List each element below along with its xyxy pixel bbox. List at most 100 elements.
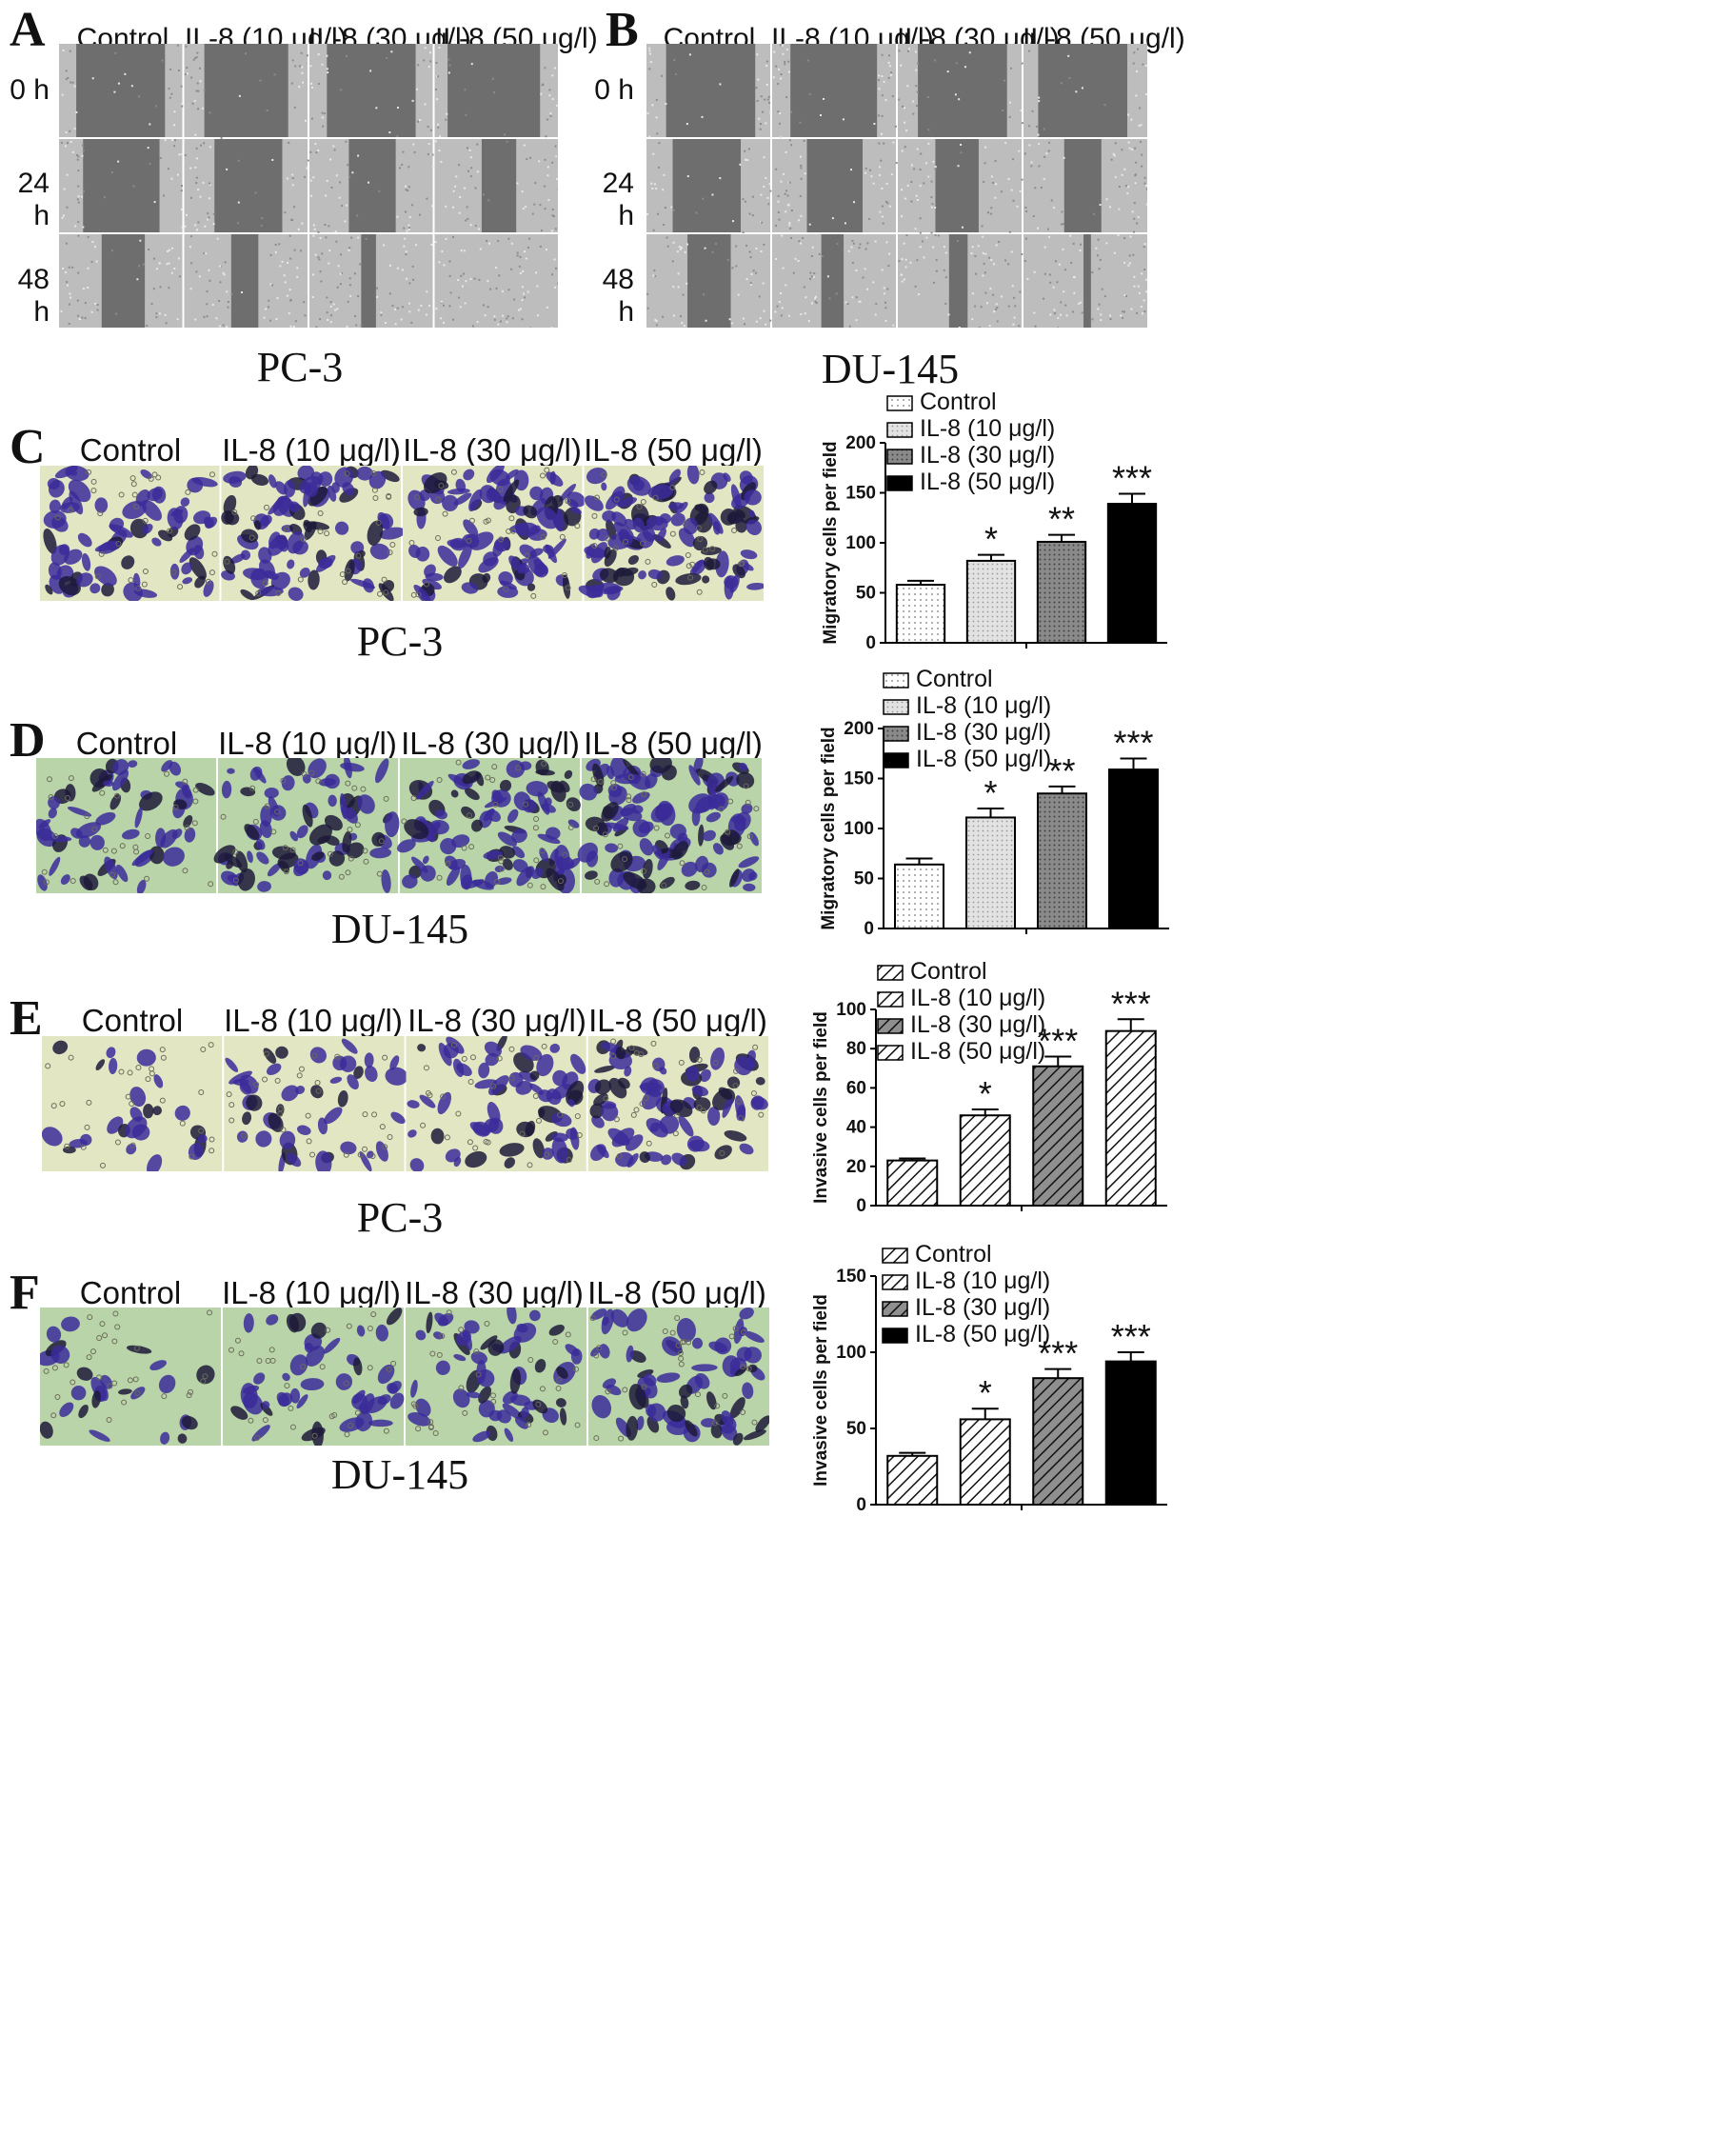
y-axis-label: Invasive cells per field [811, 1011, 831, 1204]
panel-d-image-3 [577, 754, 762, 895]
panel-a-scratch-cell-24h-2 [309, 139, 434, 233]
panel-a-scratch-cell-24h-1 [184, 139, 309, 232]
panel-c-header-il8-30: IL-8 (30 μg/l) [403, 432, 582, 468]
panel-e-header-il8-10: IL-8 (10 μg/l) [224, 1003, 403, 1038]
panel-a-scratch-cell-48h-2 [309, 234, 433, 329]
panel-b-scratch-cell-48h-3 [1023, 234, 1149, 329]
panel-a-scratch-cell-0h-0 [59, 44, 184, 137]
panel-e-header-control: Control [81, 1003, 184, 1038]
panel-b-scratch-cell-0h-1 [772, 44, 897, 139]
bar-1 [959, 1114, 1011, 1208]
bar-0 [886, 1159, 939, 1207]
legend-label-2: IL-8 (30 μg/l) [920, 442, 1055, 469]
y-tick-label-150: 150 [836, 1267, 866, 1287]
error-bar-3 [1119, 492, 1145, 505]
panel-b-scratch-cell-48h-0 [646, 234, 772, 328]
panel-f-image-1 [223, 1308, 405, 1448]
panel-b-label: B [606, 3, 639, 57]
y-tick-label-20: 20 [846, 1157, 866, 1177]
legend-swatch-2 [882, 1301, 908, 1317]
panel-b-scratch-cell-0h-0 [646, 44, 772, 138]
error-bar-0 [899, 1451, 926, 1456]
legend-label-1: IL-8 (10 μg/l) [920, 415, 1055, 442]
panel-a-scratch-cell-0h-2 [309, 44, 433, 137]
panel-f-header-il8-50: IL-8 (50 μg/l) [587, 1275, 766, 1310]
bar-0 [895, 584, 946, 645]
panel-c-image-2 [403, 463, 586, 603]
panel-a-scratch-cell-24h-3 [434, 139, 560, 232]
y-tick-label-50: 50 [846, 1419, 866, 1439]
panel-b-scratch-cell-0h-2 [898, 44, 1023, 137]
legend-label-2: IL-8 (30 μg/l) [916, 719, 1051, 746]
error-bar-0 [905, 857, 933, 865]
panel-a-scratch-cell-0h-3 [434, 44, 559, 138]
panel-a-cell-line: PC-3 [256, 344, 344, 390]
significance-1: * [979, 1373, 992, 1412]
panel-d-header-il8-30: IL-8 (30 μg/l) [401, 726, 580, 761]
panel-b-scratch-cell-48h-2 [898, 234, 1023, 329]
panel-f-image-3 [588, 1307, 771, 1446]
panel-e-image-0 [41, 1036, 223, 1176]
y-tick-label-80: 80 [846, 1039, 866, 1059]
y-tick-label-150: 150 [844, 769, 874, 789]
bar-2 [1037, 792, 1087, 929]
error-bar-2 [1048, 533, 1075, 542]
panel-f-cell-line: DU-145 [330, 1451, 469, 1498]
panel-e-image-2 [406, 1034, 586, 1173]
legend-label-0: Control [910, 960, 987, 985]
panel-b-scratch-grid [646, 44, 1149, 329]
legend-swatch-3 [877, 1045, 904, 1061]
panel-a-scratch-cell-0h-1 [184, 44, 308, 139]
error-bar-2 [1048, 785, 1076, 794]
bar-1 [959, 1418, 1011, 1506]
panel-b-scratch-cell-24h-0 [646, 139, 772, 234]
legend-label-3: IL-8 (50 μg/l) [916, 746, 1051, 772]
error-bar-1 [977, 808, 1004, 818]
legend-label-2: IL-8 (30 μg/l) [910, 1011, 1045, 1038]
bar-2 [1032, 1377, 1084, 1506]
legend-swatch-1 [883, 699, 909, 715]
legend-swatch-2 [883, 726, 909, 742]
significance-3: *** [1111, 984, 1151, 1023]
significance-2: *** [1038, 1334, 1078, 1373]
y-tick-label-60: 60 [846, 1078, 866, 1098]
legend-swatch-0 [886, 395, 913, 411]
panel-b-row-24h: 24 h [602, 168, 634, 231]
panel-b-scratch-cell-24h-3 [1023, 139, 1149, 233]
legend-swatch-0 [882, 1248, 908, 1264]
significance-3: *** [1113, 724, 1153, 763]
error-bar-1 [978, 553, 1004, 561]
panel-b-scratch-cell-24h-1 [772, 139, 898, 232]
panel-d-cell-line: DU-145 [330, 906, 469, 952]
panel-d-image-1 [213, 754, 400, 893]
panel-e-label: E [10, 991, 43, 1046]
y-tick-label-0: 0 [856, 1196, 866, 1216]
legend-label-1: IL-8 (10 μg/l) [915, 1268, 1050, 1294]
panel-b-scratch-svg [646, 44, 1149, 329]
panel-b-scratch-cell-24h-2 [898, 139, 1023, 234]
y-tick-label-150: 150 [845, 484, 876, 504]
error-bar-3 [1120, 757, 1147, 770]
y-tick-label-200: 200 [844, 719, 874, 739]
y-tick-label-0: 0 [865, 633, 876, 653]
legend-label-0: Control [915, 1244, 992, 1268]
legend-label-3: IL-8 (50 μg/l) [915, 1321, 1050, 1348]
significance-1: * [984, 773, 997, 812]
panel-e-cell-line: PC-3 [356, 1194, 444, 1241]
panel-d-image-0 [33, 758, 216, 895]
bar-3 [1104, 1360, 1157, 1506]
panel-d-header-il8-10: IL-8 (10 μg/l) [218, 726, 397, 761]
y-tick-label-50: 50 [856, 584, 876, 604]
panel-e-image-3 [587, 1036, 768, 1171]
legend-swatch-1 [877, 991, 904, 1008]
legend-label-3: IL-8 (50 μg/l) [910, 1038, 1045, 1065]
panel-e-image-1 [224, 1036, 408, 1176]
bar-0 [894, 863, 944, 929]
panel-f-image-0 [36, 1308, 221, 1446]
panel-c-label: C [10, 420, 46, 474]
legend-label-1: IL-8 (10 μg/l) [910, 985, 1045, 1011]
error-bar-3 [1117, 1018, 1144, 1031]
panel-a-row-24h: 24 h [17, 168, 50, 231]
